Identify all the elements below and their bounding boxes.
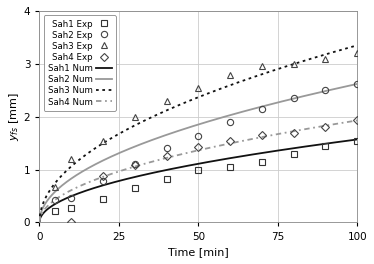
Y-axis label: $y_{fs}$ [mm]: $y_{fs}$ [mm] [7, 92, 21, 141]
Legend: Sah1 Exp, Sah2 Exp, Sah3 Exp, Sah4 Exp, Sah1 Num, Sah2 Num, Sah3 Num, Sah4 Num: Sah1 Exp, Sah2 Exp, Sah3 Exp, Sah4 Exp, … [44, 15, 116, 111]
X-axis label: Time [min]: Time [min] [168, 247, 229, 257]
